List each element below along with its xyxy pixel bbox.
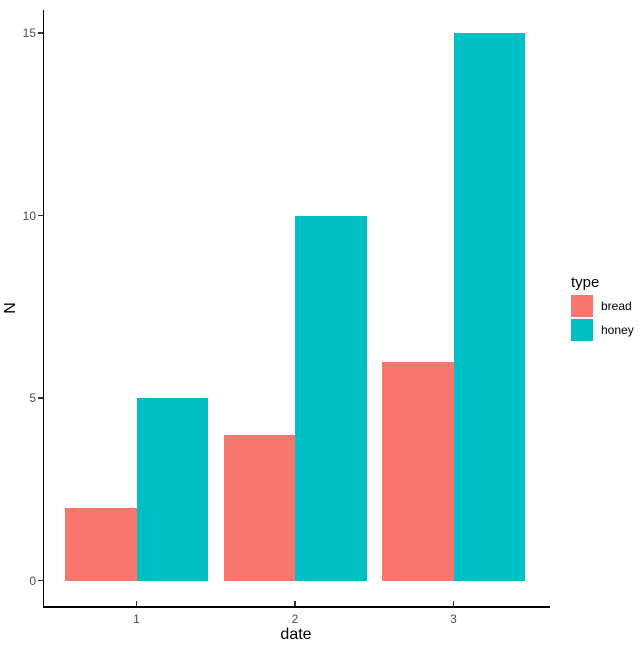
bar-bread-date-2 xyxy=(223,434,295,581)
x-tick-label-3: 3 xyxy=(450,612,457,626)
y-tick-label-5: 5 xyxy=(29,391,36,405)
x-tick-2 xyxy=(294,601,296,607)
x-axis-line xyxy=(42,606,550,608)
y-tick-label-10: 10 xyxy=(22,208,36,223)
legend-swatch-bread xyxy=(571,294,593,317)
legend-title: type xyxy=(571,274,600,291)
legend-item-bread: bread xyxy=(571,294,634,317)
bar-honey-date-2 xyxy=(295,215,367,581)
x-axis-title: date xyxy=(280,626,312,643)
x-tick-1 xyxy=(135,601,138,607)
bar-bread-date-1 xyxy=(65,507,137,581)
legend-item-honey: honey xyxy=(571,318,634,341)
y-tick-15 xyxy=(37,32,43,34)
x-tick-label-1: 1 xyxy=(133,612,140,626)
bar-honey-date-3 xyxy=(453,33,525,581)
legend-items: bread honey xyxy=(571,294,634,341)
y-axis-title: N xyxy=(2,302,19,314)
legend-label-bread: bread xyxy=(601,298,632,313)
y-axis-line xyxy=(42,10,45,608)
y-tick-5 xyxy=(37,397,43,399)
legend-label-honey: honey xyxy=(601,322,634,337)
legend-swatch-honey xyxy=(571,318,593,341)
bar-honey-date-1 xyxy=(136,398,208,581)
x-tick-label-2: 2 xyxy=(291,612,299,626)
bar-bread-date-3 xyxy=(382,361,454,581)
x-tick-3 xyxy=(452,601,455,607)
legend: type bread honey xyxy=(571,273,634,342)
y-tick-0 xyxy=(37,579,43,582)
y-tick-label-0: 0 xyxy=(29,573,36,588)
y-tick-label-15: 15 xyxy=(22,26,36,40)
y-tick-10 xyxy=(37,214,43,217)
